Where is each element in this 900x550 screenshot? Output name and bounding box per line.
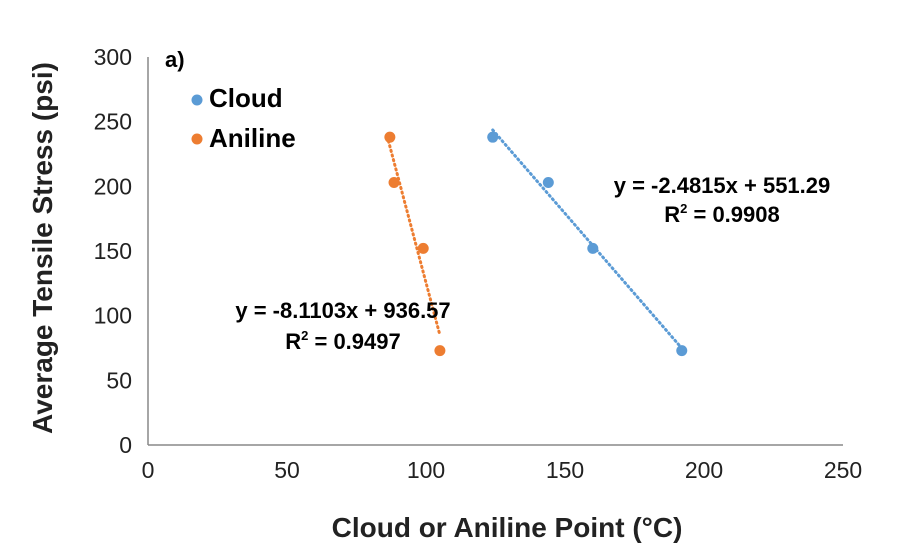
aniline-data-point <box>417 242 429 254</box>
aniline-r-squared: R2 = 0.9497 <box>285 328 401 354</box>
aniline-data-point <box>388 176 400 188</box>
legend-marker-cloud <box>191 94 203 106</box>
cloud-data-point <box>487 131 499 143</box>
y-tick-label: 300 <box>94 44 132 70</box>
cloud-data-point <box>542 176 554 188</box>
cloud-r-symbol: R <box>664 202 680 227</box>
x-axis-title: Cloud or Aniline Point (°C) <box>332 512 683 543</box>
aniline-r-superscript: 2 <box>301 328 308 343</box>
y-tick-labels: 0 50 100 150 200 250 300 <box>94 44 132 458</box>
aniline-equation: y = -8.1103x + 936.57 <box>235 298 450 323</box>
aniline-r-symbol: R <box>285 329 301 354</box>
legend-label-cloud: Cloud <box>209 83 283 113</box>
x-tick-label: 250 <box>824 457 862 483</box>
cloud-r2-value: = 0.9908 <box>687 202 779 227</box>
panel-label: a) <box>165 47 185 72</box>
x-tick-label: 200 <box>685 457 723 483</box>
y-tick-label: 200 <box>94 173 132 199</box>
aniline-data-point <box>384 131 396 143</box>
cloud-equation: y = -2.4815x + 551.29 <box>614 173 831 198</box>
cloud-data-point <box>676 345 688 357</box>
y-tick-label: 50 <box>106 367 132 393</box>
x-tick-labels: 0 50 100 150 200 250 <box>142 457 863 483</box>
aniline-data-point <box>434 345 446 357</box>
x-tick-label: 100 <box>407 457 445 483</box>
cloud-data-point <box>587 242 599 254</box>
legend: Cloud Aniline <box>191 83 296 153</box>
cloud-trendline <box>491 128 684 350</box>
y-axis-title: Average Tensile Stress (psi) <box>27 62 58 434</box>
y-tick-label: 250 <box>94 109 132 135</box>
cloud-r-squared: R2 = 0.9908 <box>664 201 780 227</box>
trendline-annotations: y = -2.4815x + 551.29 R2 = 0.9908 y = -8… <box>235 173 830 354</box>
cloud-r-superscript: 2 <box>680 201 687 216</box>
x-tick-label: 0 <box>142 457 155 483</box>
plot-area <box>384 128 688 357</box>
x-tick-label: 150 <box>546 457 584 483</box>
axes <box>147 57 843 446</box>
y-tick-label: 100 <box>94 303 132 329</box>
aniline-trendline <box>386 139 442 337</box>
y-tick-label: 150 <box>94 238 132 264</box>
y-tick-label: 0 <box>119 432 132 458</box>
legend-marker-aniline <box>191 133 203 145</box>
aniline-r2-value: = 0.9497 <box>308 329 400 354</box>
x-tick-label: 50 <box>274 457 300 483</box>
legend-label-aniline: Aniline <box>209 123 296 153</box>
